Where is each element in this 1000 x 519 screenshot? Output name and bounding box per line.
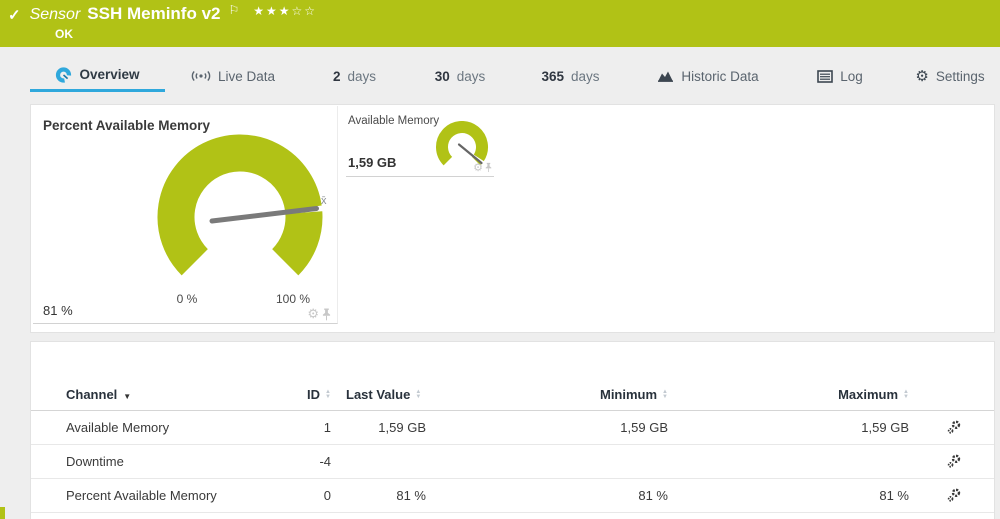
channel-id: 0 (271, 478, 331, 513)
percent-available-memory-gauge (157, 134, 323, 276)
historic-chart-icon (658, 71, 674, 82)
channel-minimum (426, 444, 668, 479)
flag-icon[interactable]: ⚐ (228, 3, 240, 17)
tab-live-data[interactable]: Live Data (183, 60, 283, 92)
column-header-actions (909, 380, 994, 411)
gauge-current-value: 81 % (43, 303, 73, 318)
gauge-scale-min: 0 % (176, 292, 198, 306)
column-header-last-value[interactable]: Last Value ▲ ▼ (331, 380, 426, 411)
available-memory-gauge (436, 121, 488, 166)
gauge-scale-max: 100 % (275, 292, 311, 306)
tab-unit: days (571, 68, 600, 84)
channel-maximum: 81 % (668, 478, 909, 513)
column-header-minimum[interactable]: Minimum ▲ ▼ (426, 380, 668, 411)
gauge-needle (457, 143, 483, 165)
page-edge-accent (0, 507, 5, 519)
channel-minimum: 1,59 GB (426, 410, 668, 445)
channel-name[interactable]: Available Memory (31, 410, 271, 445)
tab-label: Live Data (217, 68, 276, 84)
channel-name[interactable]: Downtime (31, 444, 271, 479)
table-row[interactable]: Percent Available Memory 0 81 % 81 % 81 … (31, 478, 994, 513)
tab-label: Log (840, 68, 863, 84)
channel-id: 1 (271, 410, 331, 445)
status-check-icon: ✓ (8, 7, 21, 24)
sort-icon: ▲ ▼ (415, 388, 422, 400)
tab-label: Historic Data (681, 68, 759, 84)
sort-icon: ▲ ▼ (662, 388, 668, 400)
tab-unit: days (456, 68, 486, 84)
tab-overview[interactable]: Overview (30, 60, 165, 92)
gauge-title: Percent Available Memory (43, 118, 211, 133)
tab-historic-data[interactable]: Historic Data (648, 60, 768, 92)
channel-maximum (668, 444, 909, 479)
tab-log[interactable]: Log (810, 60, 870, 92)
status-badge: OK (55, 27, 73, 41)
channel-last-value: 1,59 GB (331, 410, 426, 445)
channel-minimum: 81 % (426, 478, 668, 513)
sensor-status-header: ✓ Sensor SSH Meminfo v2 ⚐ ★★★☆☆ OK (0, 0, 1000, 47)
gauge-needle (209, 206, 319, 224)
tab-bar: Overview Live Data 2 days 30 days 365 da… (0, 60, 1000, 94)
primary-gauge-tile: Percent Available Memory 0 % 100 % x̄ 81… (33, 106, 338, 324)
column-label: Minimum (599, 387, 658, 403)
channel-settings-icon[interactable] (946, 487, 962, 502)
tab-settings[interactable]: ⚙ Settings (910, 60, 990, 92)
mini-gauge-value: 1,59 GB (348, 155, 397, 170)
sort-desc-icon: ▼ (123, 392, 132, 402)
column-label: Maximum (838, 387, 899, 403)
channel-table-panel: Channel ▼ ID ▲ ▼ Last Value ▲ ▼ Minimum ▲ ▼ Max… (30, 341, 995, 519)
table-row[interactable]: Available Memory 1 1,59 GB 1,59 GB 1,59 … (31, 410, 994, 445)
channel-id: -4 (271, 444, 331, 479)
column-header-channel[interactable]: Channel ▼ (31, 380, 271, 411)
sort-icon: ▲ ▼ (903, 388, 909, 400)
tile-gear-icon[interactable]: ⚙ (307, 306, 319, 321)
overview-gauges-panel: Percent Available Memory 0 % 100 % x̄ 81… (30, 104, 995, 333)
column-label: Last Value (346, 387, 411, 403)
sensor-name: SSH Meminfo v2 (87, 4, 221, 23)
tile-pin-icon[interactable] (485, 162, 492, 173)
tab-label: Settings (935, 68, 985, 84)
column-label: Channel (66, 387, 118, 403)
column-header-id[interactable]: ID ▲ ▼ (271, 380, 331, 411)
channel-table: Channel ▼ ID ▲ ▼ Last Value ▲ ▼ Minimum ▲ ▼ Max… (31, 380, 994, 513)
tab-number: 30 (434, 68, 450, 84)
gauge-average-marker: x̄ (321, 195, 327, 207)
object-kind-label: Sensor (29, 6, 81, 23)
channel-last-value: 81 % (331, 478, 426, 513)
log-icon (817, 69, 834, 83)
live-data-icon (191, 71, 211, 81)
channel-settings-icon[interactable] (946, 419, 962, 434)
tab-365-days[interactable]: 365 days (533, 60, 608, 92)
table-row[interactable]: Downtime -4 (31, 444, 994, 479)
tab-2-days[interactable]: 2 days (322, 60, 387, 92)
sort-icon: ▲ ▼ (325, 388, 331, 400)
priority-stars[interactable]: ★★★☆☆ (253, 4, 318, 18)
mini-gauge-title: Available Memory (348, 115, 440, 127)
tab-number: 2 (332, 68, 341, 84)
tab-30-days[interactable]: 30 days (425, 60, 495, 92)
channel-name[interactable]: Percent Available Memory (31, 478, 271, 513)
channel-last-value (331, 444, 426, 479)
tab-label: Overview (79, 67, 140, 82)
tab-number: 365 (541, 68, 564, 84)
channel-maximum: 1,59 GB (668, 410, 909, 445)
column-label: ID (307, 387, 321, 403)
table-header-row: Channel ▼ ID ▲ ▼ Last Value ▲ ▼ Minimum ▲ ▼ Max… (31, 380, 994, 411)
tile-pin-icon[interactable] (322, 308, 331, 321)
channel-settings-icon[interactable] (946, 453, 962, 468)
tab-unit: days (347, 68, 377, 84)
gear-icon: ⚙ (915, 68, 929, 85)
gauge-icon (56, 66, 72, 83)
mini-gauge-tile: Available Memory 1,59 GB ⚙ (346, 113, 494, 177)
column-header-maximum[interactable]: Maximum ▲ ▼ (668, 380, 909, 411)
tile-gear-icon[interactable]: ⚙ (473, 162, 483, 174)
